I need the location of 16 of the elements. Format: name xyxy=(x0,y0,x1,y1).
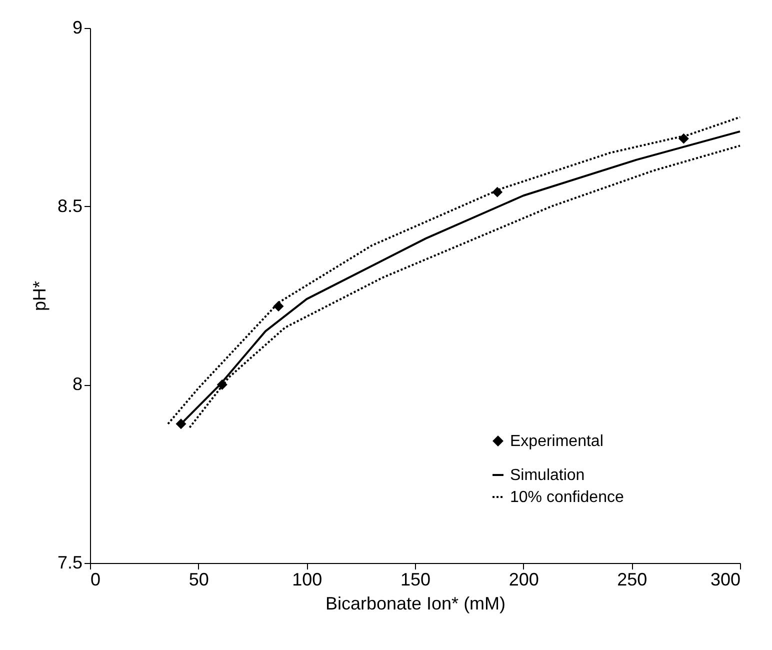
legend-label: 10% confidence xyxy=(510,489,624,506)
y-axis-title: pH* xyxy=(29,280,50,312)
y-tick-label: 9 xyxy=(72,18,82,38)
x-tick-label: 250 xyxy=(617,570,648,590)
x-tick-label: 0 xyxy=(90,570,101,590)
x-tick-label: 50 xyxy=(188,570,209,590)
legend-label: Experimental xyxy=(510,433,604,450)
x-axis-title: Bicarbonate Ion* (mM) xyxy=(325,594,506,614)
y-tick-label: 8.5 xyxy=(57,196,82,216)
x-tick-label: 200 xyxy=(508,570,539,590)
y-tick-label: 7.5 xyxy=(57,552,82,572)
legend-label: Simulation xyxy=(510,467,585,484)
x-tick-label: 100 xyxy=(292,570,322,590)
x-tick-label: 150 xyxy=(400,570,431,590)
x-tick-label: 300 xyxy=(710,570,740,590)
y-tick-label: 8 xyxy=(72,374,82,394)
